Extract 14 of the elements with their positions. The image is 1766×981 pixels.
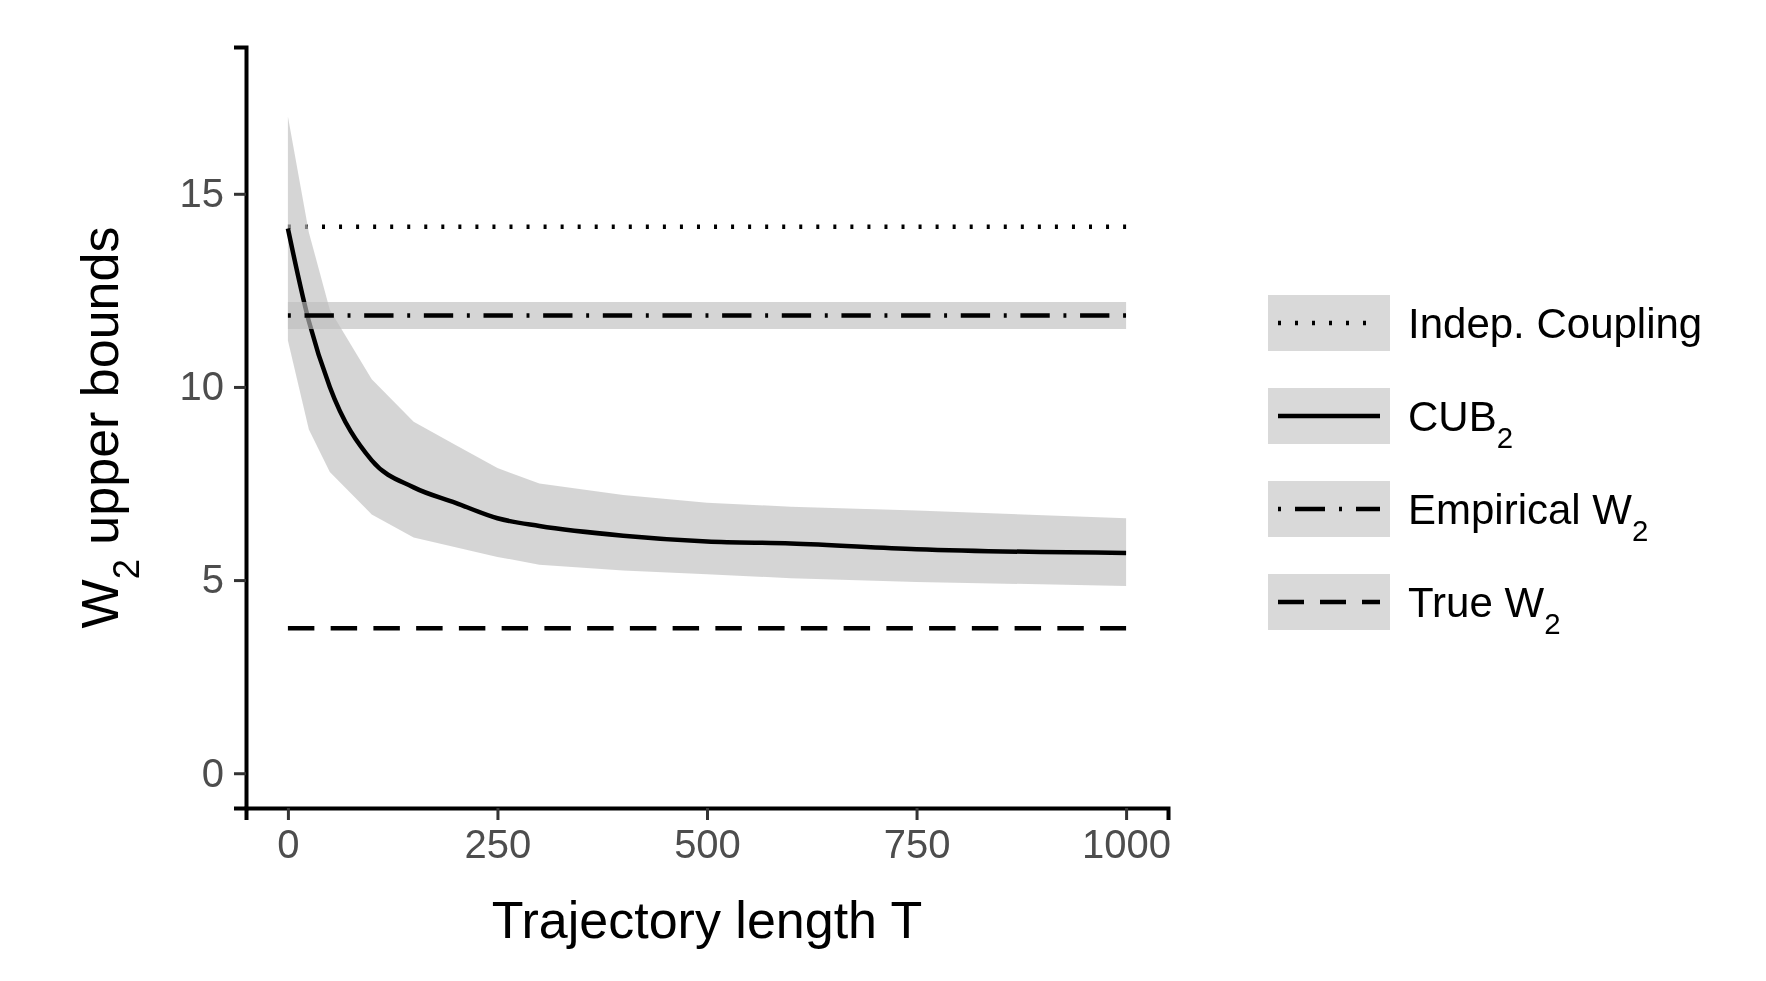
legend-label: Indep. Coupling (1408, 299, 1703, 347)
y-tick-label: 10 (179, 364, 224, 409)
x-tick-label: 1000 (1082, 822, 1172, 867)
x-tick-label: 0 (277, 822, 300, 867)
y-tick-label: 5 (201, 557, 224, 602)
x-axis-title: Trajectory length T (491, 891, 923, 949)
x-tick-label: 250 (464, 822, 532, 867)
y-tick-label: 0 (201, 750, 224, 795)
x-tick-label: 750 (883, 822, 951, 867)
x-tick-label: 500 (674, 822, 741, 867)
legend-label: Empirical W$_{2}$ (1408, 485, 1649, 547)
y-tick-label: 15 (179, 171, 224, 216)
legend-label: CUB$_{2}$ (1408, 392, 1514, 454)
legend-label: True W$_{2}$ (1408, 578, 1561, 640)
